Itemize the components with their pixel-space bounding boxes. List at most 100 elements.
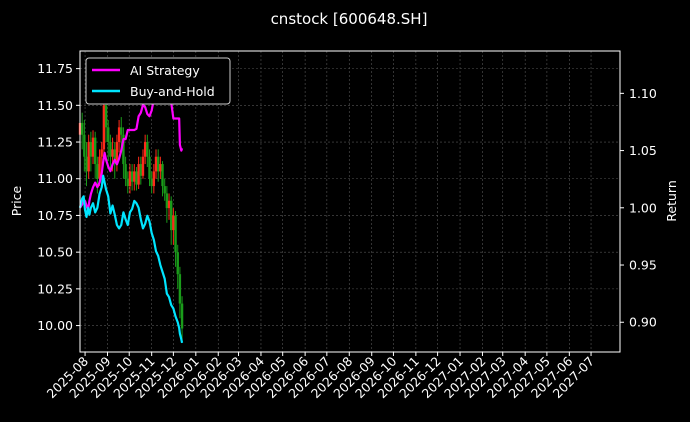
candle: [91, 130, 95, 165]
candle: [150, 171, 153, 194]
plot-frame: [79, 50, 621, 353]
candle: [87, 134, 90, 179]
candle: [163, 178, 166, 201]
left-y-tick-label: 11.50: [37, 98, 73, 113]
candle-body: [159, 164, 162, 172]
left-y-tick-label: 10.75: [37, 208, 73, 223]
candle: [143, 134, 147, 165]
candle-body: [89, 142, 93, 157]
left-y-tick-label: 10.25: [37, 281, 73, 296]
candle-body: [120, 127, 123, 135]
candle: [159, 156, 162, 179]
candle-body: [176, 252, 179, 275]
candle: [135, 166, 138, 191]
candle: [167, 193, 171, 220]
candle-body: [87, 142, 90, 172]
left-y-axis-label: Price: [9, 185, 24, 216]
candle-body: [111, 149, 114, 157]
candle-body: [170, 200, 173, 231]
left-y-tick-label: 11.25: [37, 135, 73, 150]
candle-body: [94, 137, 97, 165]
left-y-tick-label: 10.00: [37, 318, 73, 333]
candle-body: [96, 164, 99, 179]
candle-body: [102, 105, 106, 150]
candle-body: [161, 164, 164, 187]
candle-body: [150, 178, 153, 187]
x-axis-ticks: 2025-082025-092025-102025-112025-122026-…: [44, 352, 597, 401]
left-y-axis-ticks: 10.00 10.25 10.50 10.75 11.00 11.25 11.50 11.75: [37, 61, 80, 333]
candle-body: [154, 156, 158, 172]
candle-body: [143, 142, 147, 157]
candle: [133, 164, 136, 191]
candle-body: [122, 134, 125, 165]
candle: [146, 134, 149, 167]
legend-label-buy-and-hold: Buy-and-Hold: [130, 84, 215, 99]
candle-body: [178, 274, 182, 304]
right-y-tick-label: 1.05: [629, 143, 657, 158]
candle: [154, 149, 158, 179]
right-y-tick-label: 0.90: [629, 315, 657, 330]
right-y-tick-label: 0.95: [629, 258, 657, 273]
right-y-tick-label: 1.10: [629, 86, 657, 101]
candle: [152, 164, 156, 194]
candle-body: [91, 137, 95, 157]
candle: [170, 196, 173, 245]
candle-body: [172, 215, 175, 231]
candle-body: [180, 303, 184, 329]
candle: [94, 131, 97, 179]
candle-body: [83, 134, 86, 157]
candle: [126, 171, 129, 194]
candle-body: [104, 105, 108, 128]
candle-body: [113, 149, 116, 165]
right-y-axis-label: Return: [664, 180, 679, 221]
candle: [178, 266, 182, 319]
candle: [141, 149, 145, 179]
candle-body: [163, 186, 166, 194]
left-y-tick-label: 10.50: [37, 245, 73, 260]
candle: [165, 186, 169, 223]
candle: [122, 127, 125, 179]
candle-body: [156, 156, 160, 172]
candle: [172, 208, 175, 245]
candle: [161, 161, 164, 197]
candle: [180, 296, 184, 341]
legend-box: [85, 57, 231, 105]
candle-body: [135, 171, 138, 185]
candle: [128, 164, 132, 194]
buy-and-hold-line: [78, 174, 184, 344]
candle-body: [133, 171, 136, 182]
candle: [176, 244, 179, 289]
candle-body: [124, 164, 127, 179]
candle-body: [128, 171, 132, 187]
candle: [137, 156, 140, 190]
left-y-tick-label: 11.75: [37, 61, 73, 76]
legend: AI Strategy Buy-and-Hold: [85, 57, 231, 105]
candle-body: [98, 156, 101, 179]
chart-title: cnstock [600648.SH]: [271, 10, 428, 28]
candle: [109, 134, 112, 172]
candle: [80, 112, 84, 150]
candle: [117, 120, 121, 153]
candle-body: [107, 127, 110, 143]
candlesticks: [78, 87, 184, 341]
candle: [139, 156, 143, 185]
candle-body: [126, 178, 129, 187]
right-y-axis-ticks: 0.90 0.95 1.00 1.05 1.10: [620, 86, 657, 330]
candle: [148, 149, 151, 187]
candle-body: [165, 193, 169, 209]
candle: [124, 156, 127, 187]
candle-body: [115, 142, 119, 165]
legend-label-ai-strategy: AI Strategy: [130, 63, 200, 78]
candle-body: [137, 164, 140, 185]
candle-body: [146, 142, 149, 157]
candle-body: [109, 142, 112, 157]
candle-body: [139, 164, 143, 176]
candle-body: [117, 127, 121, 143]
candle: [174, 211, 177, 267]
candle-body: [148, 156, 151, 179]
candle: [83, 120, 86, 172]
candle: [156, 149, 160, 182]
candle: [120, 117, 123, 150]
